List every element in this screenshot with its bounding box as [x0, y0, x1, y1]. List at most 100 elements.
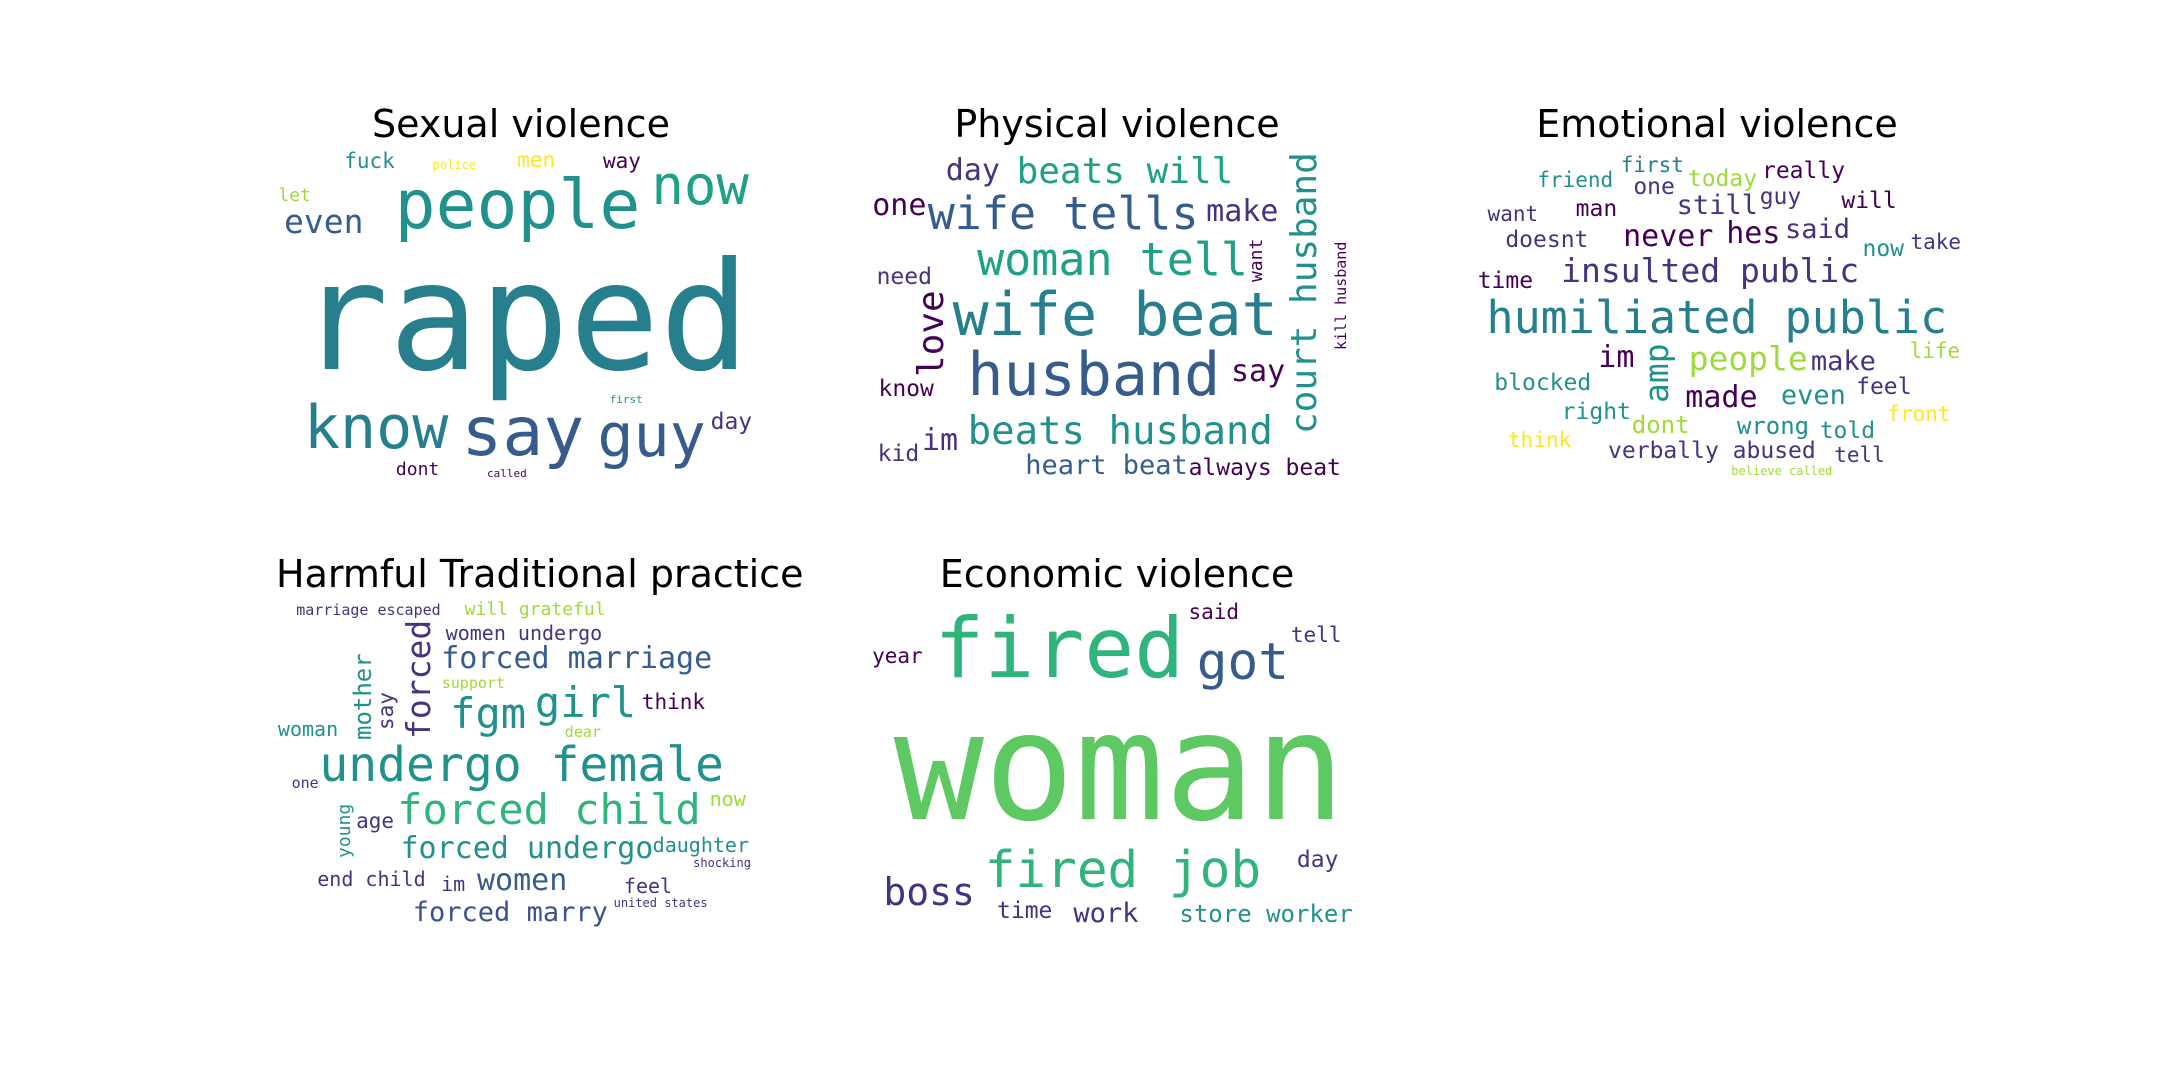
cloud-word: believe called: [1731, 463, 1833, 478]
cloud-word: life: [1909, 339, 1961, 364]
panel-economic: Economic violence woman fired fired job got b…: [872, 552, 1362, 930]
cloud-word: woman tell: [977, 233, 1249, 287]
cloud-word: verbally abused: [1608, 438, 1816, 465]
panel-title: Economic violence: [939, 552, 1295, 596]
cloud-word: dear: [564, 722, 601, 741]
cloud-word: people: [1688, 338, 1808, 378]
cloud-word: tell: [1290, 623, 1342, 648]
word-cloud: wife beat husband woman tell wife tells beat…: [872, 150, 1362, 480]
cloud-word: boss: [883, 869, 975, 914]
cloud-word: shocking: [693, 856, 751, 871]
cloud-word: say: [461, 393, 585, 473]
cloud-word: fuck: [344, 150, 395, 173]
panel-harmful: Harmful Traditional practice undergo fema…: [276, 552, 804, 930]
word-cloud: undergo female forced child fgm girl forced f…: [276, 600, 766, 930]
panel-sexual: Sexual violence raped people say know guy now e…: [276, 102, 766, 480]
cloud-word: united states: [613, 896, 708, 911]
cloud-word: insulted public: [1561, 250, 1860, 290]
cloud-word: got: [1196, 632, 1289, 692]
word-cloud: humiliated public insulted public people am…: [1472, 150, 1962, 480]
cloud-word: undergo female: [319, 736, 724, 793]
cloud-word: one: [1633, 174, 1675, 201]
panel-physical: Physical violence wife beat husband woman t…: [872, 102, 1362, 480]
cloud-word: marriage escaped: [296, 600, 441, 619]
cloud-word: hes: [1726, 215, 1781, 251]
cloud-word: dont: [395, 459, 440, 480]
cloud-word: will: [1841, 187, 1897, 214]
cloud-word: daughter: [652, 833, 749, 858]
cloud-word: take: [1910, 230, 1962, 255]
panel-title: Sexual violence: [372, 102, 670, 146]
cloud-word: feel: [623, 873, 673, 898]
cloud-word: kid: [877, 440, 920, 467]
cloud-word: make: [1810, 346, 1876, 378]
cloud-word: day: [710, 408, 753, 435]
cloud-word: young: [333, 804, 355, 859]
cloud-word: wife beat: [952, 279, 1278, 350]
cloud-word: mother: [348, 653, 377, 741]
cloud-word: made: [1685, 379, 1758, 415]
cloud-word: im: [441, 871, 466, 896]
cloud-word: front: [1887, 401, 1951, 426]
cloud-word: time: [997, 897, 1053, 924]
panel-title: Harmful Traditional practice: [276, 552, 804, 596]
cloud-word: im: [1598, 339, 1635, 375]
cloud-word: let: [278, 185, 311, 207]
panel-emotional: Emotional violence humiliated public insul…: [1472, 102, 1962, 480]
cloud-word: still: [1676, 189, 1758, 221]
cloud-word: day: [1296, 846, 1339, 873]
cloud-word: beats husband: [967, 408, 1273, 454]
cloud-word: now: [651, 154, 749, 218]
cloud-word: say: [374, 692, 399, 731]
cloud-word: one: [872, 188, 927, 224]
cloud-word: fired: [934, 600, 1185, 697]
cloud-word: will grateful: [464, 600, 606, 621]
cloud-word: forced child: [397, 784, 701, 834]
cloud-word: guy: [597, 400, 706, 471]
cloud-word: girl: [534, 677, 637, 727]
word-cloud: raped people say know guy now even day fuck men wa…: [276, 150, 766, 480]
cloud-word: now: [709, 787, 746, 812]
cloud-word: never: [1623, 218, 1714, 254]
cloud-word: fired job: [984, 841, 1262, 901]
cloud-word: men: [517, 150, 556, 173]
cloud-word: one: [291, 774, 319, 793]
cloud-word: forced marriage: [441, 641, 713, 677]
cloud-word: forced: [398, 619, 438, 740]
cloud-word: now: [1862, 235, 1905, 262]
cloud-word: amp: [1636, 343, 1676, 403]
cloud-word: said: [1784, 213, 1851, 245]
cloud-word: think: [641, 690, 706, 715]
cloud-word: know: [878, 376, 934, 403]
cloud-word: day: [945, 152, 1000, 188]
cloud-word: love: [911, 290, 953, 377]
cloud-word: think: [1508, 428, 1572, 453]
cloud-word: dont: [1631, 410, 1690, 439]
cloud-word: police: [432, 158, 477, 173]
cloud-word: today: [1687, 165, 1758, 192]
cloud-word: first: [1620, 152, 1684, 177]
cloud-word: woman: [893, 680, 1346, 855]
cloud-word: make: [1206, 193, 1279, 229]
cloud-word: raped: [298, 230, 750, 405]
cloud-word: wife tells: [927, 187, 1199, 241]
cloud-word: im: [921, 423, 959, 459]
cloud-word: heart beat: [1025, 450, 1188, 480]
cloud-word: kill husband: [1332, 241, 1351, 350]
cloud-word: age: [356, 808, 395, 833]
cloud-word: forced undergo: [400, 830, 654, 866]
cloud-word: people: [394, 165, 641, 245]
cloud-word: fgm: [450, 689, 527, 739]
cloud-word: even: [284, 202, 364, 242]
cloud-word: time: [1477, 268, 1534, 295]
cloud-word: want: [1487, 201, 1539, 226]
panel-title: Physical violence: [954, 102, 1280, 146]
cloud-word: women undergo: [445, 621, 603, 646]
cloud-word: women: [477, 862, 568, 898]
cloud-word: man: [1575, 196, 1618, 223]
panel-title: Emotional violence: [1536, 102, 1898, 146]
cloud-word: way: [602, 150, 641, 173]
cloud-word: first: [609, 393, 643, 407]
cloud-word: wrong: [1736, 412, 1810, 441]
cloud-word: feel: [1856, 373, 1912, 400]
